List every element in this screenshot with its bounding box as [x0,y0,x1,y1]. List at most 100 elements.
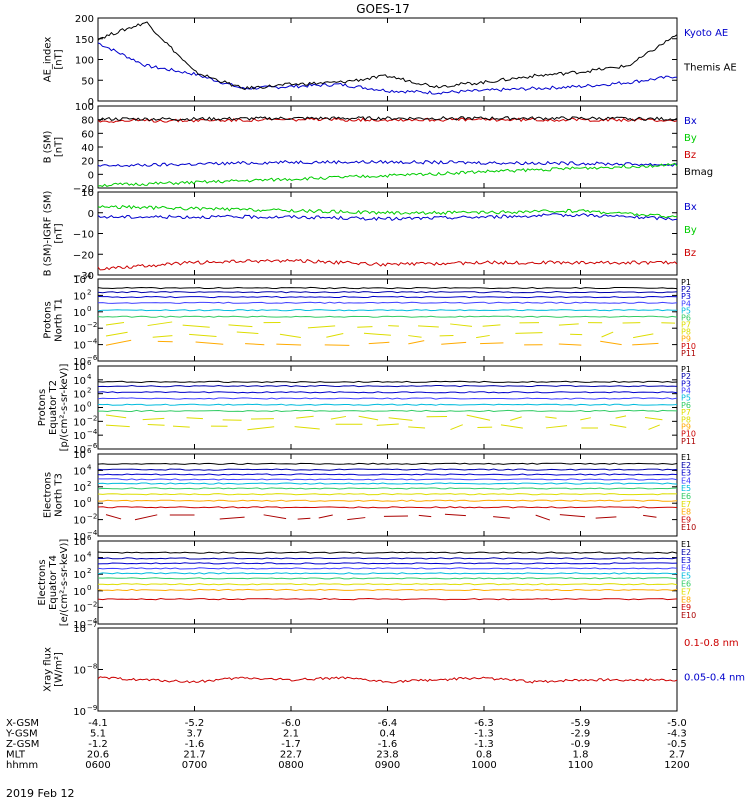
channel-line-e5 [97,482,678,485]
channel-segment-p7 [147,321,173,327]
y-tick-exponent: −4 [87,617,98,625]
y-tick-exponent: 0 [87,584,91,592]
channel-segment-p7 [358,415,379,421]
channel-line-e1 [97,462,678,465]
series-line-0-1-0-8-nm [97,676,678,684]
channel-segment-p8 [363,332,391,336]
channel-label-e2: E2 [681,548,691,557]
legend-entry: Bx [684,202,697,213]
channel-label-e10: E10 [681,523,696,532]
channel-segment-p7 [182,324,210,328]
y-axis-label: Equator T2 [48,380,59,435]
channel-segment-e10 [493,516,510,519]
footer-value: -5.9 [571,718,591,729]
y-tick-label: 150 [75,35,94,46]
y-axis-label: North T1 [54,298,65,342]
channel-segment-p8 [147,424,165,426]
channel-label-p2: P2 [681,285,691,294]
footer-row-label: hhmm [6,760,38,771]
y-tick-label: 10 [73,291,86,302]
channel-segment-e10 [297,517,311,520]
channel-label-p4: P4 [681,387,691,396]
y-tick-label: −20 [73,184,94,195]
legend-entry: Bz [684,150,696,161]
footer-value: 2.7 [669,750,685,761]
channel-segment-p9 [245,343,265,346]
channel-segment-p8 [326,332,344,338]
footer-value: -0.5 [667,739,687,750]
channel-segment-e10 [347,517,366,521]
channel-segment-p7 [186,417,204,420]
channel-label-p9: P9 [681,422,691,431]
panel-frame [97,540,678,625]
channel-label-e5: E5 [681,484,691,493]
channel-label-p4: P4 [681,299,691,308]
channel-segment-p9 [324,344,350,346]
footer-value: 3.7 [187,729,203,740]
y-tick-label: 10 [73,620,86,631]
channel-label-p8: P8 [681,328,691,337]
y-tick-exponent: −2 [87,600,97,608]
footer-value: 20.6 [87,750,109,761]
y-tick-exponent: 2 [87,480,91,488]
footer-value: -1.2 [88,739,108,750]
series-line-themis-ae [97,21,678,91]
y-tick-label: −10 [73,230,94,241]
channel-segment-p7 [142,417,165,421]
footer-row-label: MLT [6,750,26,761]
footer-value: -1.6 [185,739,205,750]
legend-entry: 0.05-0.4 nm [684,673,745,684]
footer-value: 0800 [278,760,303,771]
footer-value: 0.4 [380,729,396,740]
channel-label-p1: P1 [681,278,691,287]
footer-value: 1100 [568,760,593,771]
channel-label-p6: P6 [681,401,691,410]
footer-value: -1.6 [378,739,398,750]
series-line-bz [97,117,678,124]
y-axis-label: [p/(cm²-s-sr-keV)] [59,364,70,452]
channel-label-e1: E1 [681,540,691,549]
channel-segment-e10 [444,513,466,517]
legend-entry: Bz [684,248,696,259]
legend-entry: Bx [684,116,697,127]
channel-segment-p7 [228,324,253,328]
y-tick-label: 0 [88,209,94,220]
channel-segment-p8 [408,426,426,429]
channel-segment-p7 [388,417,413,421]
y-axis-label: Electrons [43,472,54,518]
y-axis-label: B (SM)-IGRF (SM) [43,191,54,277]
y-tick-label: 10 [73,275,86,286]
channel-label-e7: E7 [681,500,691,509]
y-tick-label: 10 [73,666,86,677]
channel-label-e3: E3 [681,556,691,565]
channel-segment-p8 [247,426,275,431]
y-tick-label: 10 [73,516,86,527]
y-tick-label: 60 [81,129,94,140]
y-tick-label: 0 [88,170,94,181]
channel-segment-p8 [476,334,490,339]
channel-segment-p8 [515,332,543,334]
footer-value: 0700 [182,760,207,771]
y-tick-label: 10 [73,431,86,442]
series-line-kyoto-ae [97,42,677,95]
y-tick-exponent: 2 [87,387,91,395]
channel-segment-e10 [263,514,287,520]
y-tick-exponent: −4 [87,529,98,537]
channel-segment-p7 [450,323,473,327]
y-axis-label: North T3 [54,473,65,517]
y-tick-label: 10 [73,450,86,461]
footer-value: 22.7 [280,750,302,761]
footer-row-label: Y-GSM [5,729,38,740]
y-tick-exponent: −4 [87,338,98,346]
channel-line-e7 [97,583,678,586]
channel-line-e9 [97,597,678,601]
footer-row-label: Z-GSM [6,739,39,750]
channel-segment-p7 [466,414,491,421]
y-tick-label: 10 [73,570,86,581]
channel-segment-p9 [105,339,132,346]
y-tick-exponent: 0 [87,305,91,313]
channel-line-p6 [98,409,678,413]
channel-label-e8: E8 [681,508,691,517]
